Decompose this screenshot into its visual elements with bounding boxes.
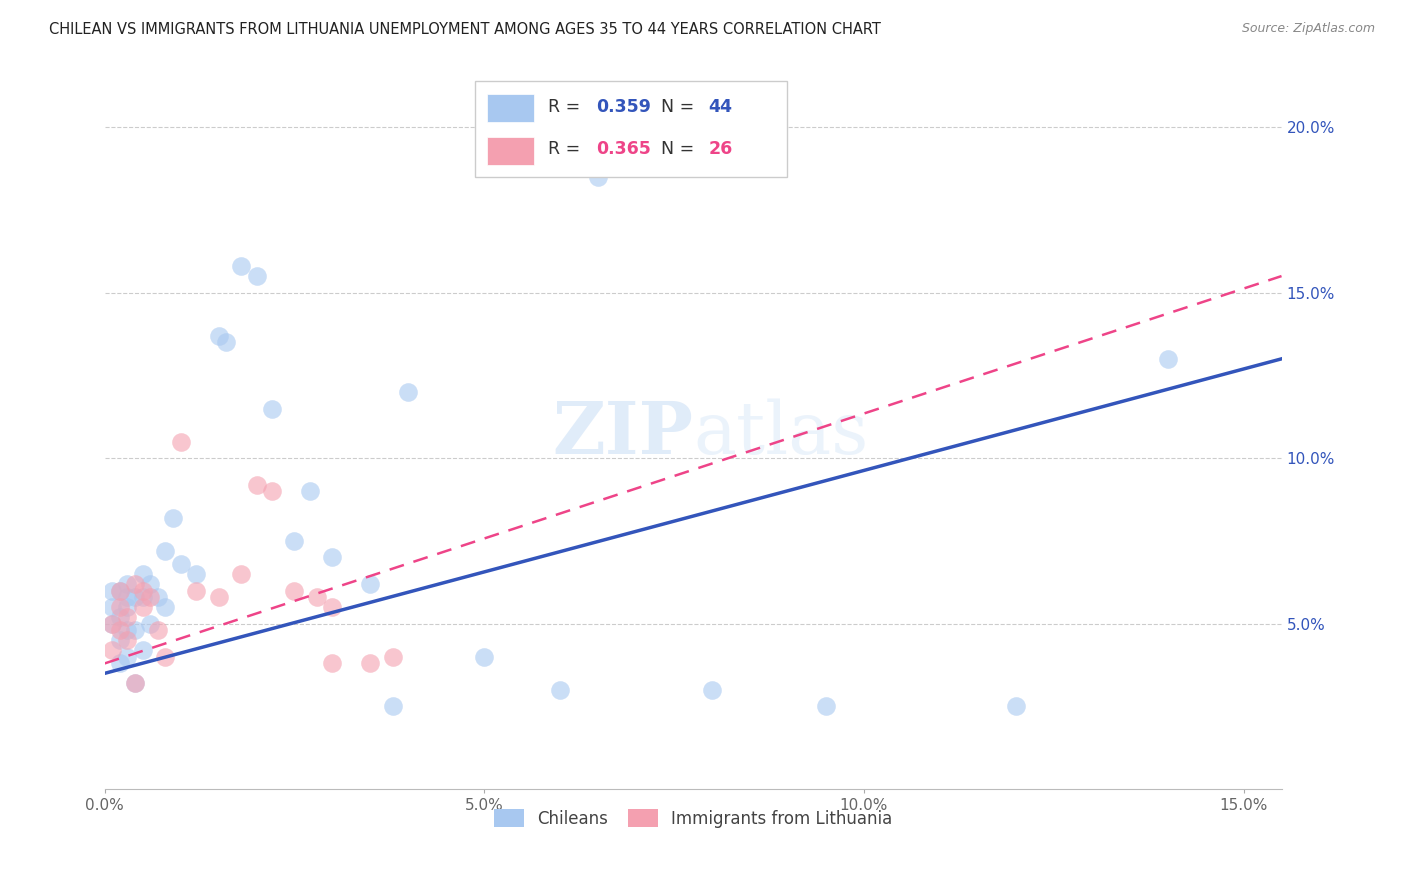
Point [131, 600, 153, 615]
Point [108, 610, 131, 624]
Point [101, 616, 124, 631]
Point [321, 600, 343, 615]
Point [117, 624, 139, 638]
Point [117, 591, 139, 605]
Point [146, 591, 169, 605]
Text: N =: N = [661, 140, 700, 158]
Text: Source: ZipAtlas.com: Source: ZipAtlas.com [1241, 22, 1375, 36]
Point [101, 616, 124, 631]
Point [101, 600, 124, 615]
Point [155, 600, 177, 615]
Point [108, 657, 131, 671]
Point [155, 649, 177, 664]
Point [124, 676, 146, 690]
Point [586, 169, 609, 184]
Point [700, 682, 723, 697]
Point [231, 259, 253, 273]
Point [359, 657, 381, 671]
Point [146, 624, 169, 638]
Point [139, 577, 162, 591]
Point [124, 676, 146, 690]
Text: R =: R = [548, 97, 586, 116]
Point [1004, 699, 1026, 714]
Point [169, 557, 191, 571]
Point [245, 269, 267, 284]
Point [260, 401, 283, 416]
Text: 0.359: 0.359 [596, 97, 651, 116]
Point [321, 657, 343, 671]
Point [814, 699, 837, 714]
Point [108, 583, 131, 598]
Text: 26: 26 [709, 140, 733, 158]
Point [1156, 351, 1178, 366]
Point [283, 583, 305, 598]
Point [321, 550, 343, 565]
Point [124, 624, 146, 638]
Point [359, 577, 381, 591]
Bar [486, 136, 534, 165]
Point [124, 577, 146, 591]
Point [108, 624, 131, 638]
Point [117, 610, 139, 624]
Point [101, 643, 124, 657]
Point [108, 600, 131, 615]
Text: ZIP: ZIP [553, 398, 693, 469]
Point [169, 434, 191, 449]
Point [298, 484, 321, 499]
Point [117, 633, 139, 648]
Text: 44: 44 [709, 97, 733, 116]
Point [117, 600, 139, 615]
Point [396, 384, 419, 399]
Point [184, 567, 207, 582]
Point [139, 616, 162, 631]
Point [131, 583, 153, 598]
Point [101, 583, 124, 598]
Point [184, 583, 207, 598]
Text: R =: R = [548, 140, 586, 158]
Point [108, 583, 131, 598]
Point [260, 484, 283, 499]
Point [215, 335, 238, 350]
Point [548, 682, 571, 697]
Text: atlas: atlas [693, 398, 869, 468]
Point [117, 577, 139, 591]
Text: 0.365: 0.365 [596, 140, 651, 158]
Point [131, 567, 153, 582]
Point [382, 699, 405, 714]
Point [382, 649, 405, 664]
Text: CHILEAN VS IMMIGRANTS FROM LITHUANIA UNEMPLOYMENT AMONG AGES 35 TO 44 YEARS CORR: CHILEAN VS IMMIGRANTS FROM LITHUANIA UNE… [49, 22, 882, 37]
Point [131, 643, 153, 657]
Point [139, 591, 162, 605]
Point [245, 477, 267, 491]
Point [124, 591, 146, 605]
Bar [486, 94, 534, 122]
Legend: Chileans, Immigrants from Lithuania: Chileans, Immigrants from Lithuania [486, 803, 900, 834]
Point [108, 633, 131, 648]
Point [162, 510, 184, 524]
Point [155, 544, 177, 558]
Text: N =: N = [661, 97, 700, 116]
Point [231, 567, 253, 582]
Point [283, 533, 305, 548]
Point [207, 328, 229, 343]
Point [131, 591, 153, 605]
Point [307, 591, 329, 605]
Point [117, 649, 139, 664]
Point [207, 591, 229, 605]
FancyBboxPatch shape [475, 81, 787, 178]
Point [472, 649, 495, 664]
